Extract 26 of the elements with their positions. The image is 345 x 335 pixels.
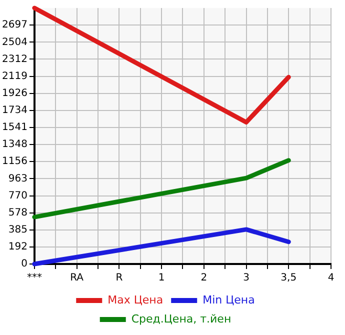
y-tick-label: 1541 [2,122,28,134]
y-tick-label: 2697 [2,20,28,31]
x-tick-label: R [116,272,123,284]
x-tick-label: 3,5 [280,272,297,284]
y-tick-label: 385 [8,224,28,236]
y-tick-label: 1926 [2,88,28,99]
y-tick-label: 2312 [2,54,28,65]
x-tick-label: RA [70,272,84,284]
y-tick-label: 1734 [2,104,28,116]
x-tick-label: *** [26,272,42,284]
y-tick-label: 192 [8,242,28,253]
y-tick-label: 963 [8,173,28,184]
y-tick-label: 2119 [2,70,28,82]
y-tick-label: 0 [21,258,28,270]
y-tick-label: 2504 [2,36,28,48]
legend-label: Max Цена [108,293,164,306]
y-tick-label: 578 [8,207,28,218]
y-tick-label: 770 [8,190,28,202]
y-tick-label: 1348 [2,139,28,150]
legend-label: Min Цена [202,293,255,306]
legend-label: Сред.Цена, т.йен [131,312,232,326]
x-tick-label: 3 [243,272,250,284]
x-tick-label: 2 [200,272,208,284]
y-tick-label: 1156 [2,156,28,168]
x-tick-label: 4 [328,272,334,284]
x-tick-label: 1 [158,272,165,284]
